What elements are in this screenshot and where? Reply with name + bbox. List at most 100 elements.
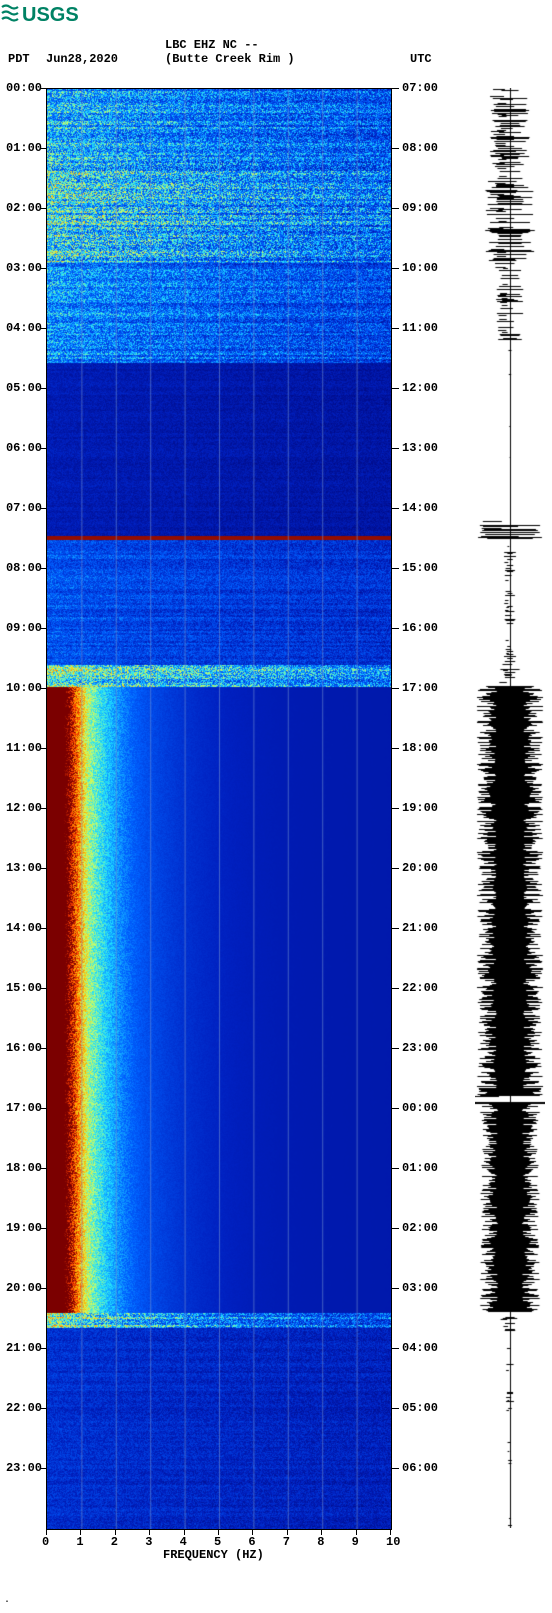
left-time-label: 07:00 (0, 501, 42, 515)
right-tick (391, 928, 399, 929)
right-time-label: 15:00 (402, 561, 438, 575)
left-time-label: 11:00 (0, 741, 42, 755)
left-tick (41, 628, 46, 629)
right-time-label: 04:00 (402, 1341, 438, 1355)
left-tick (41, 1288, 46, 1289)
right-tick (391, 1288, 399, 1289)
spectrogram-plot (46, 88, 392, 1530)
x-tick-label: 7 (283, 1535, 290, 1549)
right-tick (391, 268, 399, 269)
right-time-label: 01:00 (402, 1161, 438, 1175)
left-tick (41, 688, 46, 689)
left-tick (41, 1348, 46, 1349)
left-time-label: 01:00 (0, 141, 42, 155)
left-tick (41, 148, 46, 149)
right-tick (391, 148, 399, 149)
x-axis-label: FREQUENCY (HZ) (163, 1548, 264, 1562)
left-tick (41, 328, 46, 329)
right-tick (391, 88, 399, 89)
x-tick-label: 6 (248, 1535, 255, 1549)
left-time-label: 14:00 (0, 921, 42, 935)
left-time-label: 12:00 (0, 801, 42, 815)
left-tick (41, 1168, 46, 1169)
right-time-label: 03:00 (402, 1281, 438, 1295)
left-time-label: 21:00 (0, 1341, 42, 1355)
right-timezone-label: UTC (410, 52, 432, 66)
left-tick (41, 1468, 46, 1469)
left-tick (41, 928, 46, 929)
left-time-label: 17:00 (0, 1101, 42, 1115)
left-tick (41, 1408, 46, 1409)
left-tick (41, 1108, 46, 1109)
right-time-label: 10:00 (402, 261, 438, 275)
left-time-label: 06:00 (0, 441, 42, 455)
usgs-logo: USGS (0, 2, 95, 25)
station-title-line2: (Butte Creek Rim ) (165, 52, 295, 66)
svg-text:USGS: USGS (22, 4, 79, 25)
right-time-label: 16:00 (402, 621, 438, 635)
left-time-label: 10:00 (0, 681, 42, 695)
right-time-label: 09:00 (402, 201, 438, 215)
left-tick (41, 268, 46, 269)
right-tick (391, 328, 399, 329)
x-tick-label: 2 (111, 1535, 118, 1549)
left-time-label: 04:00 (0, 321, 42, 335)
right-time-label: 23:00 (402, 1041, 438, 1055)
right-tick (391, 448, 399, 449)
left-time-label: 18:00 (0, 1161, 42, 1175)
right-time-label: 08:00 (402, 141, 438, 155)
date-label: Jun28,2020 (46, 52, 118, 66)
station-title-line1: LBC EHZ NC -- (165, 38, 259, 52)
left-tick (41, 508, 46, 509)
left-tick (41, 448, 46, 449)
seismogram-plot (475, 88, 545, 1528)
right-tick (391, 988, 399, 989)
right-tick (391, 1048, 399, 1049)
x-tick-label: 10 (386, 1535, 400, 1549)
x-tick-label: 8 (317, 1535, 324, 1549)
right-time-label: 06:00 (402, 1461, 438, 1475)
spectrogram-canvas (47, 89, 391, 1529)
right-tick (391, 208, 399, 209)
right-tick (391, 1228, 399, 1229)
page-container: USGS LBC EHZ NC -- (Butte Creek Rim ) PD… (0, 0, 552, 1613)
right-tick (391, 1468, 399, 1469)
left-tick (41, 1048, 46, 1049)
right-tick (391, 1348, 399, 1349)
left-time-label: 20:00 (0, 1281, 42, 1295)
x-tick-label: 3 (145, 1535, 152, 1549)
left-tick (41, 868, 46, 869)
right-tick (391, 1108, 399, 1109)
left-time-label: 15:00 (0, 981, 42, 995)
footer-mark: . (4, 1595, 10, 1606)
left-timezone-label: PDT (8, 52, 30, 66)
left-time-label: 02:00 (0, 201, 42, 215)
x-tick-label: 1 (76, 1535, 83, 1549)
left-tick (41, 1228, 46, 1229)
right-time-label: 12:00 (402, 381, 438, 395)
left-time-label: 22:00 (0, 1401, 42, 1415)
left-time-label: 23:00 (0, 1461, 42, 1475)
right-time-label: 18:00 (402, 741, 438, 755)
right-time-label: 13:00 (402, 441, 438, 455)
right-time-label: 22:00 (402, 981, 438, 995)
right-tick (391, 388, 399, 389)
left-time-label: 00:00 (0, 81, 42, 95)
right-tick (391, 1408, 399, 1409)
right-time-label: 17:00 (402, 681, 438, 695)
right-tick (391, 868, 399, 869)
right-tick (391, 1168, 399, 1169)
left-tick (41, 388, 46, 389)
right-tick (391, 508, 399, 509)
right-time-label: 02:00 (402, 1221, 438, 1235)
left-time-label: 08:00 (0, 561, 42, 575)
left-time-label: 09:00 (0, 621, 42, 635)
right-time-label: 00:00 (402, 1101, 438, 1115)
right-tick (391, 748, 399, 749)
right-tick (391, 568, 399, 569)
right-tick (391, 628, 399, 629)
left-time-label: 05:00 (0, 381, 42, 395)
seismogram-canvas (475, 88, 545, 1528)
x-tick-label: 9 (352, 1535, 359, 1549)
left-tick (41, 568, 46, 569)
